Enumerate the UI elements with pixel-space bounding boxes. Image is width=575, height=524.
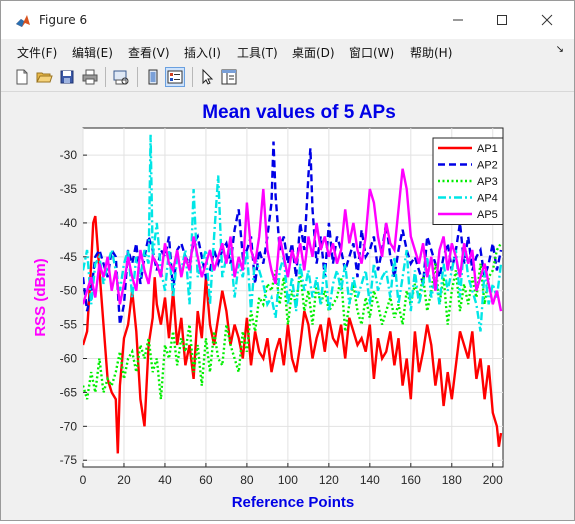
series-line-ap1	[83, 215, 503, 454]
series-line-ap4	[83, 134, 503, 332]
x-tick-label: 0	[80, 473, 87, 487]
legend-label: AP5	[477, 209, 498, 221]
y-tick-label: -70	[60, 419, 78, 433]
x-tick-label: 60	[199, 473, 213, 487]
legend-box	[432, 137, 504, 225]
x-tick-label: 180	[442, 473, 462, 487]
x-tick-label: 100	[278, 473, 298, 487]
minimize-icon[interactable]	[447, 9, 469, 31]
menu-tools[interactable]: 工具(T)	[237, 46, 278, 60]
x-tick-label: 200	[483, 473, 503, 487]
line-chart[interactable]: Mean values of 5 APs 0 20 40 60 80 100 120 140 1…	[1, 92, 574, 520]
figure-canvas[interactable]: Mean values of 5 APs 0 20 40 60 80 100 120 140 1…	[1, 92, 574, 520]
x-axis-label: Reference Points	[232, 494, 355, 511]
x-tick-label: 160	[401, 473, 421, 487]
menu-edit[interactable]: 编辑(E)	[72, 46, 113, 60]
toolbar	[1, 63, 574, 92]
y-tick-label: -65	[60, 385, 78, 399]
x-tick-label: 20	[117, 473, 131, 487]
axis-ticks: 0 20 40 60 80 100 120 140 160 180 200 -75 -70 -65 -60 -…	[60, 148, 503, 487]
pointer-icon[interactable]	[198, 68, 216, 86]
chart-legend: AP1 AP2 AP3 AP4 AP5	[432, 137, 504, 225]
toolbar-separator	[105, 67, 106, 87]
series-lines	[83, 134, 503, 454]
window-title: Figure 6	[39, 13, 88, 27]
open-folder-icon[interactable]	[35, 68, 53, 86]
x-tick-label: 40	[158, 473, 172, 487]
menu-desktop[interactable]: 桌面(D)	[292, 46, 335, 60]
y-tick-label: -45	[60, 250, 78, 264]
print-preview-icon[interactable]	[112, 68, 130, 86]
toolbar-separator	[137, 67, 138, 87]
y-tick-label: -35	[60, 182, 78, 196]
menu-help[interactable]: 帮助(H)	[410, 46, 453, 60]
menu-bar: 文件(F) 编辑(E) 查看(V) 插入(I) 工具(T) 桌面(D) 窗口(W…	[1, 39, 574, 63]
y-tick-label: -75	[60, 453, 78, 467]
legend-label: AP1	[477, 143, 498, 155]
new-file-icon[interactable]	[13, 68, 31, 86]
legend-label: AP4	[477, 193, 498, 205]
y-axis-label: RSS (dBm)	[32, 258, 49, 336]
menu-window[interactable]: 窗口(W)	[349, 46, 395, 60]
chart-title: Mean values of 5 APs	[202, 102, 396, 123]
save-icon[interactable]	[58, 68, 76, 86]
menu-insert[interactable]: 插入(I)	[184, 46, 221, 60]
series-line-ap5	[83, 168, 503, 312]
figure-tile-icon[interactable]	[144, 68, 162, 86]
menu-file[interactable]: 文件(F)	[17, 46, 58, 60]
y-tick-label: -40	[60, 216, 78, 230]
menu-view[interactable]: 查看(V)	[128, 46, 170, 60]
y-tick-label: -55	[60, 318, 78, 332]
matlab-logo-icon	[16, 15, 30, 27]
property-editor-icon[interactable]	[165, 67, 185, 87]
plot-browser-icon[interactable]	[220, 68, 238, 86]
legend-label: AP3	[477, 176, 498, 188]
toolbar-separator	[192, 67, 193, 87]
y-tick-label: -50	[60, 284, 78, 298]
x-tick-label: 80	[240, 473, 254, 487]
legend-label: AP2	[477, 160, 498, 172]
title-bar[interactable]: Figure 6	[1, 1, 574, 39]
y-tick-label: -30	[60, 148, 78, 162]
x-tick-label: 120	[319, 473, 339, 487]
maximize-icon[interactable]	[491, 9, 513, 31]
print-icon[interactable]	[81, 68, 99, 86]
y-tick-label: -60	[60, 352, 78, 366]
x-tick-label: 140	[360, 473, 380, 487]
dock-arrow-icon[interactable]: ↘	[555, 44, 564, 55]
close-icon[interactable]	[536, 9, 558, 31]
